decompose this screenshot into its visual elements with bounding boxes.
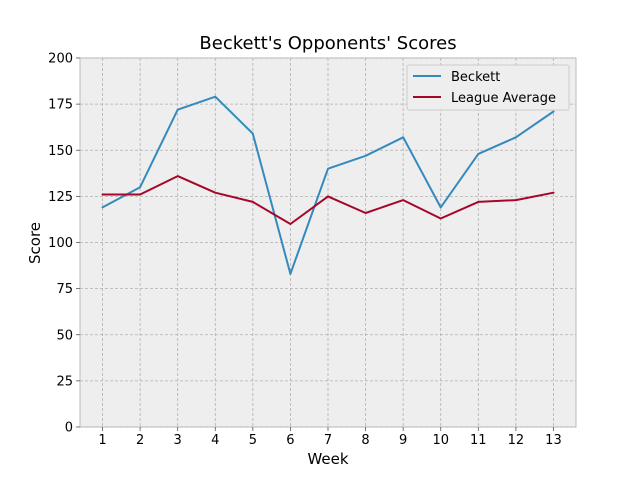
x-tick-label: 4 (211, 433, 219, 448)
x-tick-label: 9 (399, 433, 407, 448)
x-tick-label: 3 (174, 433, 182, 448)
series-lines (101, 95, 555, 275)
x-tick-label: 10 (432, 433, 449, 448)
x-tick-label: 1 (98, 433, 106, 448)
legend: Beckett League Average (406, 64, 570, 111)
y-axis-label: Score (26, 222, 44, 264)
x-tick-label: 6 (286, 433, 294, 448)
legend-box (406, 64, 570, 111)
y-tick-label: 200 (48, 52, 73, 67)
x-tick-label: 11 (470, 433, 487, 448)
y-tick-label: 100 (48, 236, 73, 251)
x-tick-label: 12 (508, 433, 525, 448)
x-axis-label: Week (307, 450, 348, 468)
y-tick-label: 50 (56, 328, 73, 343)
grid (80, 57, 576, 428)
x-tick-label: 8 (361, 433, 369, 448)
y-tick-label: 175 (48, 98, 73, 113)
chart-title: Beckett's Opponents' Scores (199, 33, 456, 54)
y-tick-label: 150 (48, 144, 73, 159)
y-tick-label: 125 (48, 190, 73, 205)
legend-label-league-average: League Average (451, 91, 556, 106)
y-tick-label: 25 (56, 374, 73, 389)
x-tick-label: 2 (136, 433, 144, 448)
y-tick-label: 75 (56, 282, 73, 297)
x-tick-label: 5 (249, 433, 257, 448)
x-tick-label: 13 (545, 433, 562, 448)
x-tick-label: 7 (324, 433, 332, 448)
y-tick-label: 0 (65, 421, 73, 436)
legend-label-beckett: Beckett (451, 70, 500, 85)
